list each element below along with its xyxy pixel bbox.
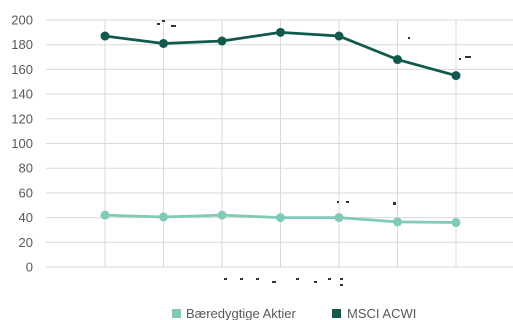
series-0-point bbox=[334, 213, 344, 223]
artifact-mark bbox=[340, 284, 343, 286]
series-0-point bbox=[217, 210, 227, 220]
y-tick-label: 160 bbox=[11, 62, 33, 77]
artifact-mark bbox=[162, 20, 165, 22]
y-tick-label: 0 bbox=[26, 260, 33, 275]
y-tick-label: 40 bbox=[19, 210, 33, 225]
artifact-mark bbox=[171, 25, 176, 27]
series-1-point bbox=[159, 38, 168, 48]
legend-label-0: Bæredygtige Aktier bbox=[186, 306, 297, 320]
legend-label-1: MSCI ACWI bbox=[347, 306, 416, 320]
series-0-point bbox=[276, 213, 285, 223]
series-1-point bbox=[334, 31, 344, 41]
artifact-mark bbox=[224, 278, 227, 280]
decorative-artifacts bbox=[157, 20, 471, 286]
artifact-mark bbox=[296, 278, 299, 280]
y-tick-label: 120 bbox=[11, 111, 33, 126]
legend-swatch-1 bbox=[332, 309, 341, 318]
series-1-point bbox=[217, 36, 227, 46]
series-0-point bbox=[159, 212, 168, 222]
artifact-mark bbox=[337, 201, 339, 203]
y-tick-label: 60 bbox=[19, 185, 33, 200]
series-1-point bbox=[276, 27, 285, 37]
artifact-mark bbox=[314, 281, 317, 283]
artifact-mark bbox=[340, 278, 343, 280]
series-1-point bbox=[451, 71, 461, 81]
series-group bbox=[100, 27, 461, 228]
y-axis-tick-labels: 0 20 40 60 80 100 120 140 160 180 200 bbox=[11, 13, 33, 275]
series-0-point bbox=[451, 218, 461, 228]
y-tick-label: 100 bbox=[11, 136, 33, 151]
artifact-mark bbox=[256, 278, 259, 280]
series-0-point bbox=[393, 217, 402, 227]
series-1-point bbox=[393, 55, 402, 65]
series-1-point bbox=[100, 31, 110, 41]
artifact-mark bbox=[240, 278, 243, 280]
legend-swatch-0 bbox=[172, 309, 181, 318]
artifact-mark bbox=[272, 281, 276, 283]
artifact-mark bbox=[408, 37, 410, 39]
legend: Bæredygtige Aktier MSCI ACWI bbox=[172, 306, 416, 320]
artifact-mark bbox=[328, 278, 331, 280]
y-tick-label: 180 bbox=[11, 37, 33, 52]
y-tick-label: 200 bbox=[11, 13, 33, 28]
series-0-point bbox=[100, 210, 110, 220]
y-tick-label: 20 bbox=[19, 235, 33, 250]
gridlines bbox=[46, 19, 513, 268]
artifact-mark bbox=[459, 58, 461, 60]
artifact-mark bbox=[465, 56, 471, 58]
artifact-mark bbox=[393, 202, 396, 205]
artifact-mark bbox=[157, 23, 160, 25]
y-tick-label: 80 bbox=[19, 161, 33, 176]
y-tick-label: 140 bbox=[11, 87, 33, 102]
artifact-mark bbox=[346, 201, 349, 203]
